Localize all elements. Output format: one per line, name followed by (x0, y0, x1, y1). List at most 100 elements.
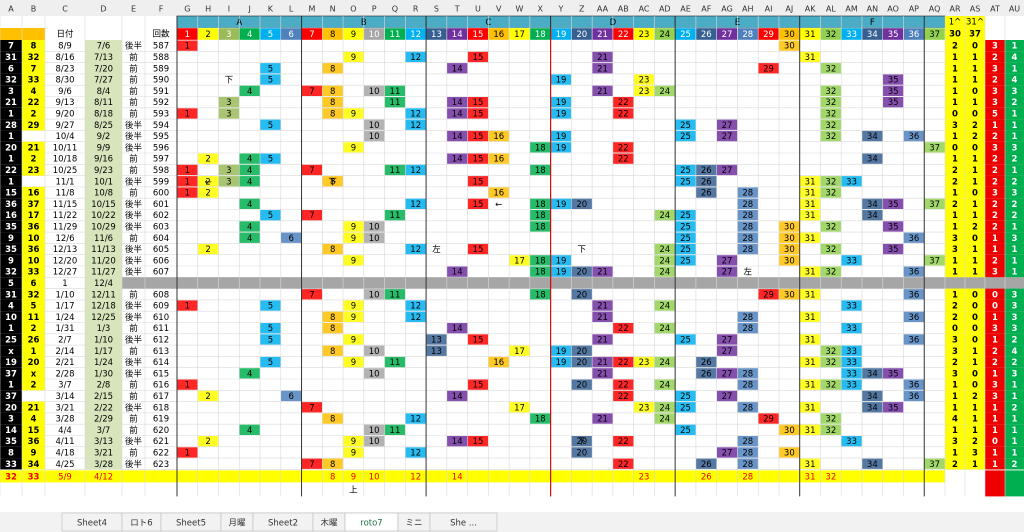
cell-number: 9 (351, 222, 356, 232)
cell-number: 23 (639, 472, 650, 482)
cell-b (22, 299, 45, 312)
cell-number: 9 (351, 313, 356, 323)
cell-number: 25 (680, 245, 691, 255)
cell-a (0, 209, 22, 221)
column-letter: AD (659, 5, 671, 14)
cell-fill (675, 119, 696, 130)
sheet-tab-label[interactable]: 木曜 (320, 518, 338, 529)
cell-number: 25 (680, 256, 691, 266)
right-cell (965, 311, 985, 323)
round-text: 604 (153, 234, 169, 244)
sheet-tab-label[interactable]: Sheet2 (268, 519, 298, 529)
half-text: 後半 (125, 267, 143, 278)
number-header-label: 12 (410, 30, 421, 40)
cell-fill (550, 345, 572, 356)
right-text: 2 (992, 200, 998, 210)
round-text: 595 (153, 132, 169, 142)
cell-fill (716, 266, 738, 277)
round-text: 587 (153, 42, 169, 52)
cell-fill (841, 255, 862, 266)
right-cell (965, 119, 985, 131)
column-letter: AR (949, 5, 960, 14)
right-cell (945, 164, 965, 176)
sheet-tab-label[interactable]: She ... (450, 519, 477, 529)
cell-fill (612, 108, 634, 119)
cell-a-text: 35 (5, 222, 17, 232)
cell-number: 27 (722, 448, 733, 458)
sheet-tab-label[interactable]: Sheet4 (77, 519, 107, 529)
right-cell (945, 367, 965, 379)
number-header-label: 18 (535, 30, 546, 40)
cell-a (0, 266, 22, 278)
cell-number: 19 (556, 200, 567, 210)
cell-b (22, 322, 45, 334)
right-cell (1005, 153, 1024, 165)
number-header-label: 23 (639, 30, 650, 40)
right-cell (945, 186, 965, 199)
cell-number: 25 (680, 335, 691, 345)
cell-fill (509, 255, 530, 266)
right-cell (945, 458, 965, 470)
cell-number: 32 (825, 268, 836, 278)
right-text: 2 (972, 392, 978, 402)
cell-fill (467, 51, 489, 63)
right-header: 1^ (949, 18, 962, 28)
cell-number: 34 (867, 403, 878, 413)
sheet-tab-label[interactable]: Sheet5 (176, 519, 206, 529)
cell-number: 7 (309, 166, 314, 176)
cell-fill (343, 221, 364, 232)
cell-number: 5 (268, 302, 273, 312)
cell-b-text: 23 (28, 166, 40, 176)
right-cell (985, 435, 1005, 447)
right-text: 2 (972, 121, 978, 131)
date2-bg (85, 51, 122, 63)
cell-number: 14 (452, 98, 463, 108)
right-text: 1 (952, 53, 958, 63)
cell-a-text: 7 (8, 42, 14, 52)
sheet-tab-label[interactable]: ミニ (405, 519, 422, 529)
half-text: 後半 (125, 255, 143, 266)
right-text: 3 (992, 381, 998, 391)
right-cell (945, 107, 965, 120)
cell-fill (716, 345, 738, 356)
cell-b-text: 4 (31, 415, 37, 425)
right-cell (945, 153, 965, 165)
number-header-label: 6 (288, 30, 293, 40)
cell-b (22, 470, 45, 483)
cell-number: 10 (369, 347, 380, 357)
column-letter: A (8, 5, 14, 14)
cell-b (22, 119, 45, 131)
sheet-tab[interactable] (429, 512, 498, 532)
cell-b (22, 446, 45, 459)
right-cell (945, 412, 965, 425)
cell-number: 15 (473, 132, 484, 142)
sheet-tab-label[interactable]: 月曜 (228, 519, 246, 529)
half-text: 前 (129, 75, 138, 86)
column-letter: N (330, 5, 336, 14)
cell-number: 18 (535, 166, 546, 176)
cell-fill (737, 198, 759, 209)
cell-a-text: 21 (5, 98, 17, 108)
cell-number: 37 (929, 460, 940, 470)
cell-a (0, 62, 22, 74)
cell-number: 17 (514, 256, 525, 266)
sheet-tab-label[interactable]: roto7 (360, 519, 382, 529)
cell-number: 22 (618, 460, 629, 470)
half-text: 前 (129, 108, 138, 119)
cell-fill (197, 243, 219, 255)
cell-fill (820, 413, 842, 424)
right-text: 3 (992, 189, 998, 199)
cell-b (22, 51, 45, 63)
sheet-tab-label[interactable]: ロト6 (130, 519, 152, 529)
cell-fill (654, 379, 676, 390)
cell-b-text: 6 (31, 279, 37, 289)
half-text: 後半 (125, 142, 143, 153)
cell-b-text: 37 (28, 200, 40, 210)
right-text: 0 (952, 324, 958, 334)
right-text: 3 (992, 392, 998, 402)
column-letter: AC (639, 5, 650, 14)
date-text: 2/7 (58, 335, 72, 345)
separator-band (122, 277, 1024, 289)
cell-number: 2 (205, 189, 210, 199)
